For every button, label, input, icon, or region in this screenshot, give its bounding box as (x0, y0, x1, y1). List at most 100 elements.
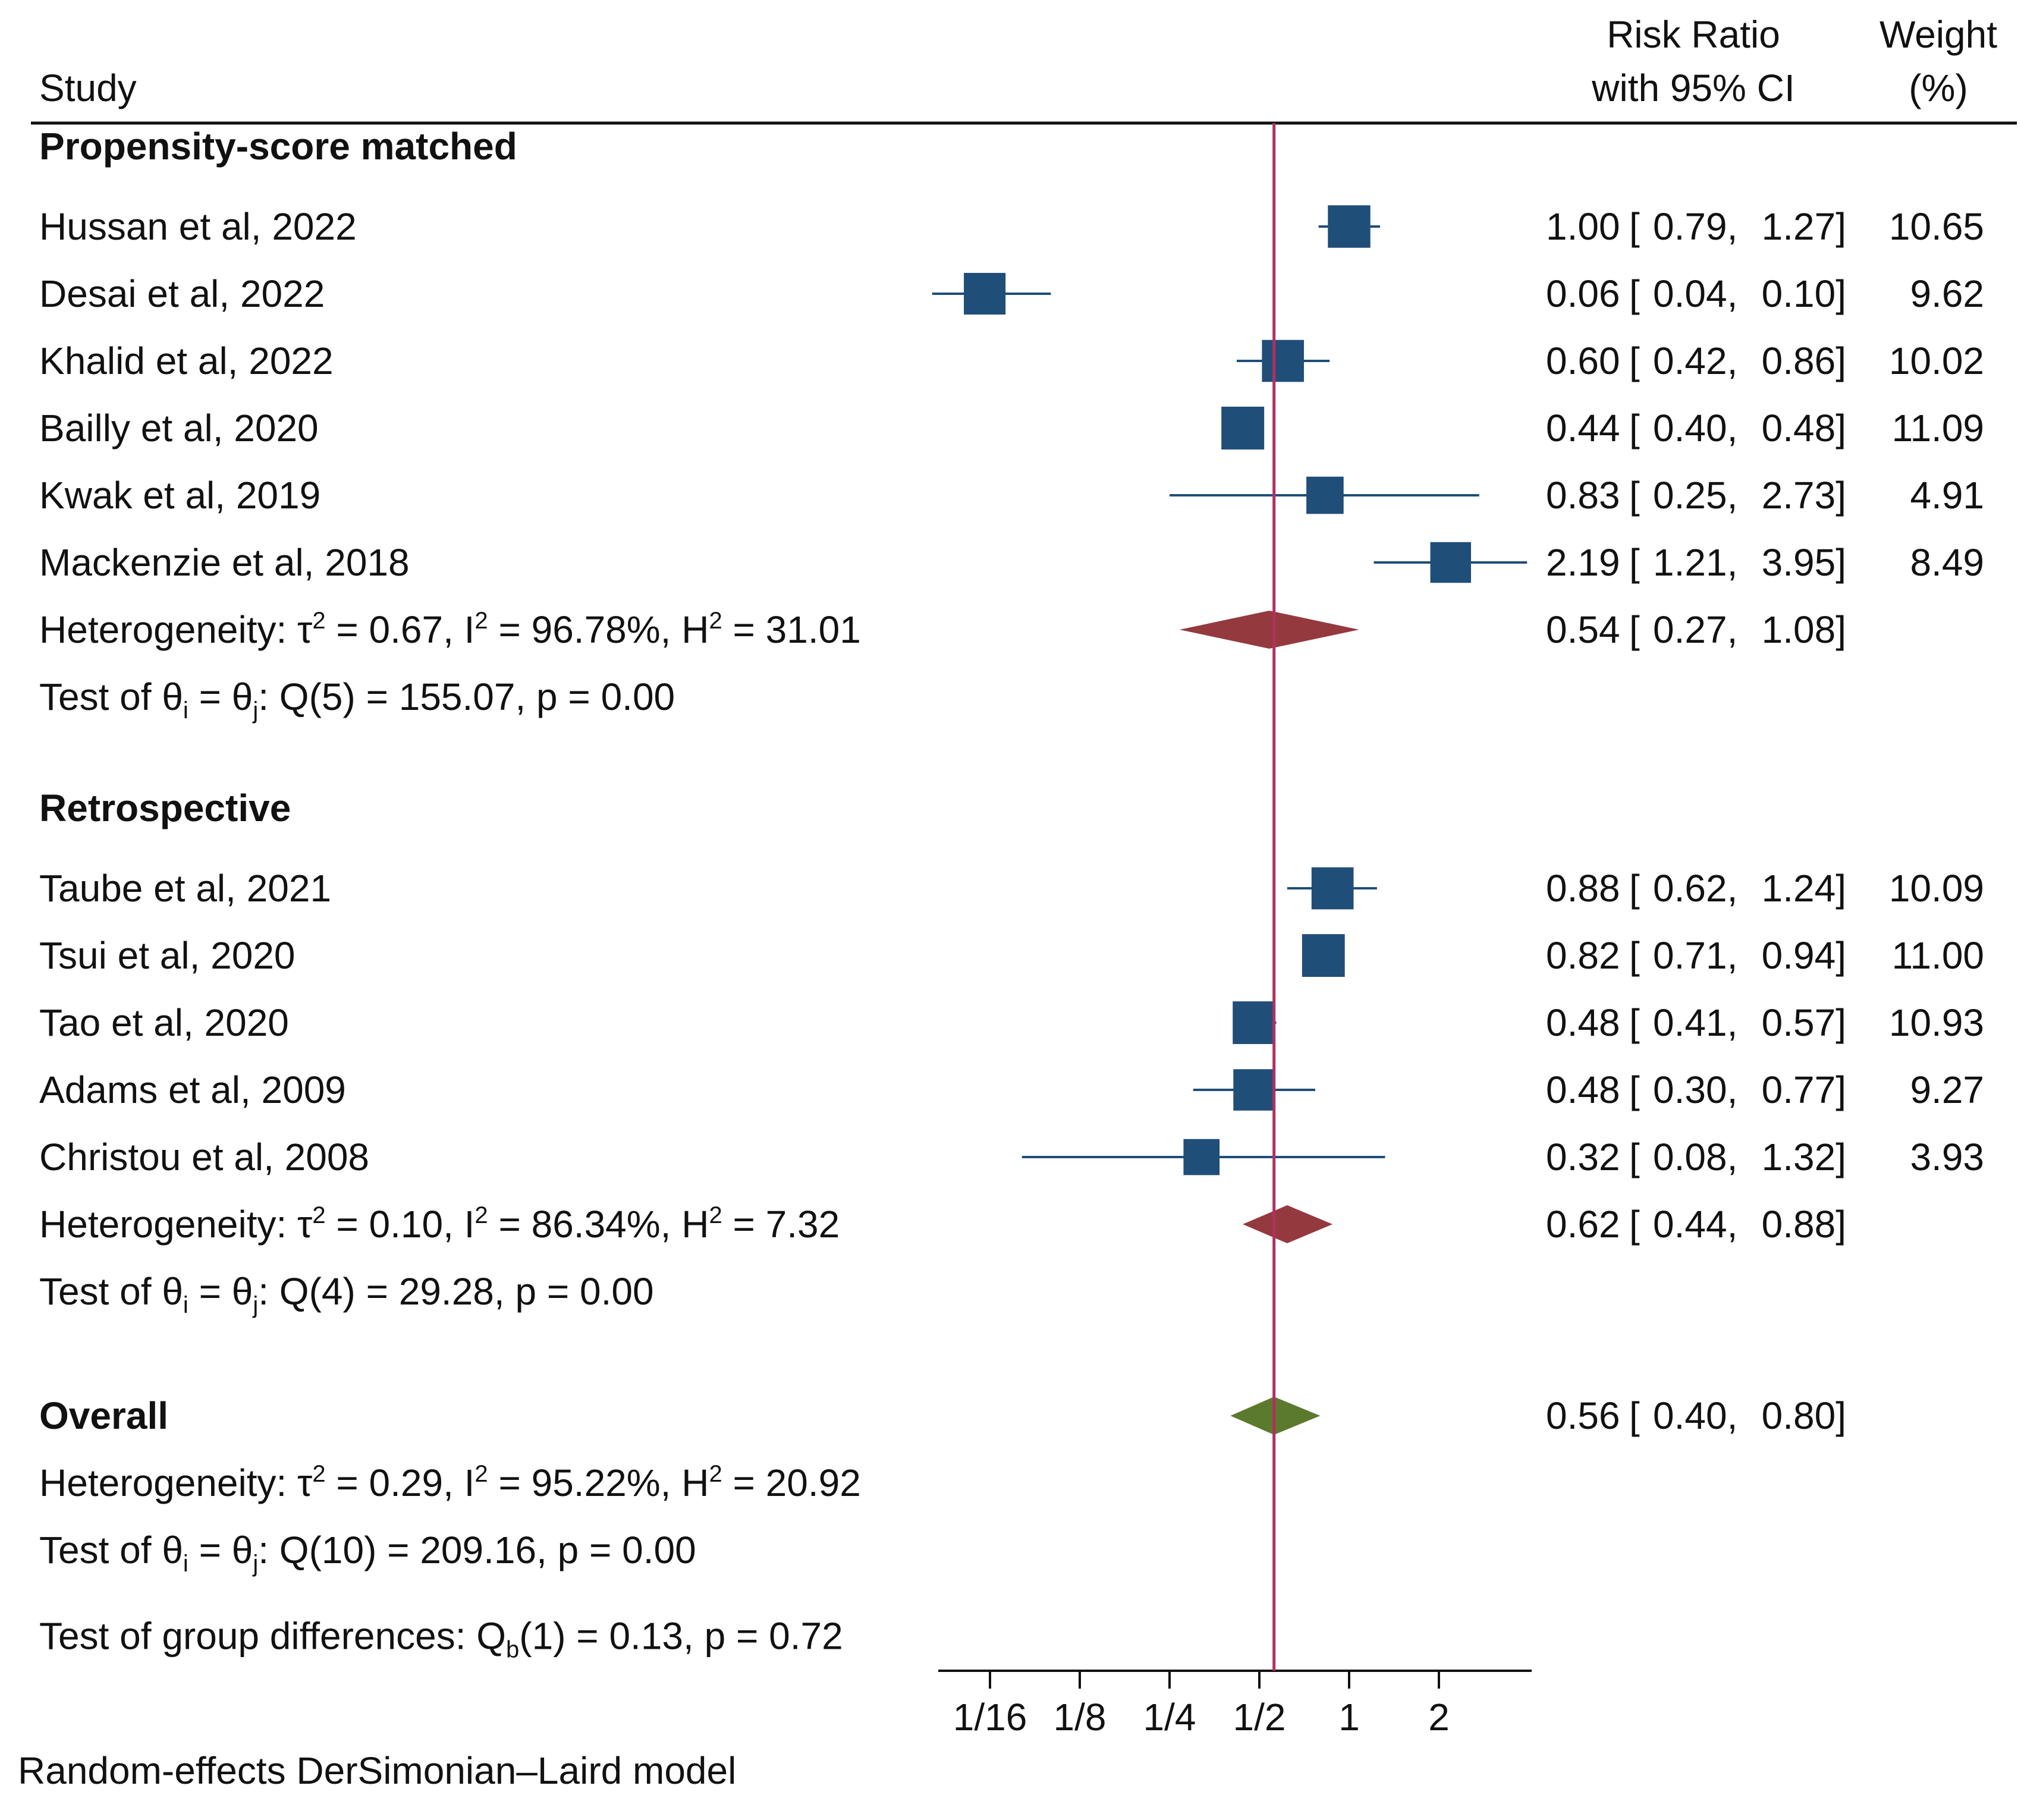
overall-heterogeneity: Heterogeneity: τ2 = 0.29, I2 = 95.22%, H… (39, 1461, 861, 1504)
group-1-study-1-open-bracket: [ (1629, 205, 1640, 248)
group-1-study-3-upper: 0.86] (1762, 340, 1846, 382)
study-header: Study (39, 67, 137, 109)
x-tick-label-4: 1/2 (1233, 1696, 1286, 1739)
group-2-study-4-label: Adams et al, 2009 (39, 1068, 346, 1111)
group-2-summary-upper: 0.88] (1762, 1203, 1846, 1246)
group-1-study-6-open-bracket: [ (1629, 541, 1640, 584)
group-2-study-3-label: Tao et al, 2020 (39, 1001, 289, 1044)
group-1-study-5-weight: 4.91 (1910, 474, 1984, 517)
group-1-study-5-open-bracket: [ (1629, 474, 1640, 517)
group-1-study-3-open-bracket: [ (1629, 340, 1640, 382)
group-1-study-5-marker (1306, 476, 1344, 514)
group-2-study-4-marker (1233, 1069, 1275, 1111)
group-1-study-6-upper: 3.95] (1762, 541, 1846, 584)
group-1-study-2-open-bracket: [ (1629, 272, 1640, 315)
group-1-study-1-rr: 1.00 (1546, 205, 1620, 248)
group-1-study-4-lower: 0.40, (1653, 407, 1737, 450)
group-1-study-5: Kwak et al, 2019 0.83[0.25, 2.73] 4.91 (39, 474, 1984, 517)
group-2-study-3-weight: 10.93 (1889, 1001, 1984, 1044)
group-1-summary-diamond (1179, 611, 1359, 649)
group-1-study-3-label: Khalid et al, 2022 (39, 340, 334, 382)
group-2-study-5-rr: 0.32 (1546, 1136, 1620, 1178)
group-1-summary-rr: 0.54 (1546, 608, 1620, 651)
x-tick-label-1: 1/16 (953, 1696, 1027, 1739)
group-2-study-1-label: Taube et al, 2021 (39, 867, 331, 910)
group-2-study-1-marker (1311, 867, 1354, 910)
weight-header-line1: Weight (1879, 13, 1997, 56)
group-2-study-2-lower: 0.71, (1653, 934, 1737, 977)
group-2-study-1-open-bracket: [ (1629, 867, 1640, 910)
group-1-study-2-label: Desai et al, 2022 (39, 272, 325, 315)
group-2-study-2-weight: 11.00 (1892, 934, 1984, 977)
group-2-study-5-upper: 1.32] (1762, 1136, 1846, 1178)
group-2-summary-diamond (1243, 1205, 1333, 1244)
group-2-title: Retrospective (39, 787, 291, 829)
group-1-study-2-rr: 0.06 (1546, 272, 1620, 315)
group-1-test: Test of θi = θj: Q(5) = 155.07, p = 0.00 (39, 675, 675, 724)
group-1-study-3-weight: 10.02 (1889, 340, 1984, 382)
rows: Propensity-score matched Hussan et al, 20… (39, 125, 1984, 1663)
group-1-study-2-weight: 9.62 (1910, 272, 1984, 315)
group-difference-test: Test of group differences: Qb(1) = 0.13,… (39, 1615, 843, 1663)
group-1-study-4-label: Bailly et al, 2020 (39, 407, 319, 450)
weight-header-line2: (%) (1909, 67, 1968, 109)
group-2-study-2-label: Tsui et al, 2020 (39, 934, 296, 977)
group-2-study-3-upper: 0.57] (1762, 1001, 1846, 1044)
group-1-study-1-weight: 10.65 (1889, 205, 1984, 248)
group-1-study-4-marker (1221, 407, 1265, 450)
group-2-study-5-marker (1183, 1139, 1220, 1175)
group-1-study-5-label: Kwak et al, 2019 (39, 474, 320, 517)
group-1-study-6-weight: 8.49 (1910, 541, 1984, 584)
group-1-study-2-lower: 0.04, (1653, 272, 1737, 315)
group-2-study-5-weight: 3.93 (1910, 1136, 1984, 1178)
overall-open-bracket: [ (1629, 1394, 1640, 1437)
group-2-study-2-upper: 0.94] (1762, 934, 1846, 977)
group-1-summary-lower: 0.27, (1653, 608, 1737, 651)
group-1-study-1-label: Hussan et al, 2022 (39, 205, 357, 248)
group-2-study-5-label: Christou et al, 2008 (39, 1136, 369, 1178)
overall-values: 0.56[0.40, 0.80] (1546, 1394, 1846, 1437)
x-tick-label-2: 1/8 (1054, 1696, 1107, 1739)
group-2-heterogeneity: Heterogeneity: τ2 = 0.10, I2 = 86.34%, H… (39, 1202, 840, 1246)
group-1-study-3-rr: 0.60 (1546, 340, 1620, 382)
group-1-study-4-open-bracket: [ (1629, 407, 1640, 450)
group-1-study-2-marker (964, 272, 1006, 315)
group-2-study-2-open-bracket: [ (1629, 934, 1640, 977)
group-1-study-1-upper: 1.27] (1762, 205, 1846, 248)
group-1-summary-values: 0.54[0.27, 1.08] (1546, 608, 1846, 651)
group-1-study-4-weight: 11.09 (1892, 407, 1984, 450)
group-1-study-6-marker (1430, 542, 1472, 583)
group-2-study-5: Christou et al, 2008 0.32[0.08, 1.32] 3.93 (39, 1136, 1984, 1178)
effect-header-line2: with 95% CI (1591, 67, 1794, 109)
x-tick-label-3: 1/4 (1143, 1696, 1196, 1739)
group-1-study-3: Khalid et al, 2022 0.60[0.42, 0.86] 10.02 (39, 340, 1984, 382)
x-tick-label-6: 2 (1428, 1696, 1450, 1739)
group-2-study-3: Tao et al, 2020 0.48[0.41, 0.57] 10.93 (39, 1001, 1984, 1044)
group-2-summary-open-bracket: [ (1629, 1203, 1640, 1246)
group-2-study-1: Taube et al, 2021 0.88[0.62, 1.24] 10.09 (39, 867, 1984, 910)
group-2-test: Test of θi = θj: Q(4) = 29.28, p = 0.00 (39, 1270, 654, 1318)
group-2-study-3-rr: 0.48 (1546, 1001, 1620, 1044)
group-2-study-1-upper: 1.24] (1762, 867, 1846, 910)
group-2-summary-rr: 0.62 (1546, 1203, 1620, 1246)
overall-rr: 0.56 (1546, 1394, 1620, 1437)
group-2-study-3-marker (1233, 1001, 1276, 1044)
overall-upper: 0.80] (1762, 1394, 1846, 1437)
group-1-study-3-lower: 0.42, (1653, 340, 1737, 382)
group-1-study-5-upper: 2.73] (1762, 474, 1846, 517)
group-2-study-1-rr: 0.88 (1546, 867, 1620, 910)
group-2-study-4-weight: 9.27 (1910, 1068, 1984, 1111)
group-1-study-4: Bailly et al, 2020 0.44[0.40, 0.48] 11.09 (39, 407, 1984, 450)
group-1-study-4-upper: 0.48] (1762, 407, 1846, 450)
group-1-summary-upper: 1.08] (1762, 608, 1846, 651)
group-2-study-1-lower: 0.62, (1653, 867, 1737, 910)
group-1-study-2: Desai et al, 2022 0.06[0.04, 0.10] 9.62 (39, 272, 1984, 315)
group-2-study-1-weight: 10.09 (1889, 867, 1984, 910)
overall-title: Overall (39, 1394, 168, 1437)
group-1-heterogeneity: Heterogeneity: τ2 = 0.67, I2 = 96.78%, H… (39, 608, 861, 651)
x-axis: 1/16 1/8 1/4 1/2 1 2 (938, 123, 1532, 1739)
group-1-study-5-lower: 0.25, (1653, 474, 1737, 517)
group-2-study-4: Adams et al, 2009 0.48[0.30, 0.77] 9.27 (39, 1068, 1984, 1111)
group-1-study-5-rr: 0.83 (1546, 474, 1620, 517)
group-2-study-3-open-bracket: [ (1629, 1001, 1640, 1044)
